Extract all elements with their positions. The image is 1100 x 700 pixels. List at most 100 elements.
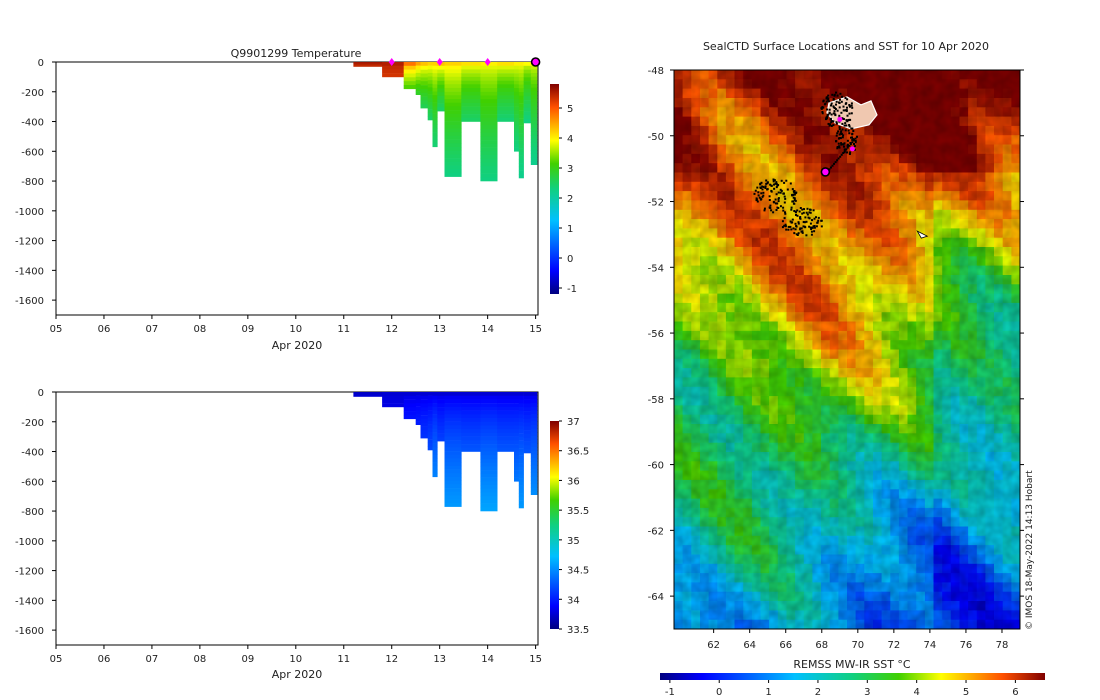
temperature-profile-cell [444,132,462,137]
track-point [838,133,841,136]
temperature-profile-cell [514,114,520,119]
salinity-profile-cell [432,454,438,459]
track-point [836,146,839,148]
temperature-profile-cell [420,73,428,78]
salinity-profile-cell [514,418,520,422]
track-point [762,194,765,197]
temperature-profile-cell [518,65,524,70]
track-point [799,217,801,220]
temperature-profile-cell [353,65,383,67]
track-point [791,194,794,197]
track-point [809,222,812,225]
track-point [828,168,831,171]
salinity-profile-cell [480,492,498,497]
temperature-profile-cell [427,83,433,88]
salinity-profile-cell [403,407,416,412]
track-point [845,124,848,127]
salinity-profile-cell [432,462,438,467]
temperature-profile-cell [461,80,481,85]
sst-map-y-tick-label: -54 [648,263,664,274]
temperature-profile-cell [444,110,462,115]
track-point [813,217,816,220]
temperature-profile-cell [437,99,445,104]
track-point [781,226,784,229]
salinity-y-tick-label: -1400 [15,596,44,607]
track-point [756,186,759,189]
track-point [757,191,760,194]
temperature-profile-cell [432,124,438,129]
salinity-profile-cell [523,407,532,412]
salinity-profile-cell [480,473,498,478]
track-point [846,146,849,149]
track-point [846,139,849,142]
temperature-profile-cell [480,169,498,174]
track-point [796,214,799,217]
salinity-profile-cell [518,489,524,494]
salinity-profile-cell [530,476,538,481]
temperature-profile-cell [480,88,498,92]
salinity-profile-cell [437,399,445,404]
temperature-profile-cell [523,88,532,93]
track-point [825,118,827,121]
temperature-profile-cell [530,69,538,74]
temperature-profile-cell [461,91,481,96]
salinity-profile-cell [437,407,445,412]
salinity-colorbar-tick-label: 35 [567,536,580,547]
temperature-profile-cell [420,104,428,109]
temperature-profile-cell [530,95,538,99]
temperature-profile-cell [461,95,481,100]
salinity-profile-cell [444,403,462,408]
track-point [792,196,795,199]
salinity-profile-cell [432,439,438,444]
salinity-profile-cell [382,395,404,400]
temperature-profile-cell [427,87,433,92]
track-point [830,125,833,127]
track-point [782,192,785,195]
temperature-profile-cell [518,69,524,74]
temperature-profile-cell [461,65,481,70]
salinity-profile-cell [518,470,524,475]
salinity-profile-cell [461,406,481,411]
salinity-profile-cell [523,449,532,454]
temperature-colorbar-tick-label: 5 [567,104,573,115]
sst-map-y-axis: -48 -50 -52 -54 -56 -58 -60 -62 -64 [648,66,1024,603]
salinity-profile-cell [444,406,462,411]
salinity-profile-cell [444,440,462,445]
temperature-profile-cell [514,121,520,126]
salinity-profile-cell [444,495,462,500]
track-point [840,143,843,146]
temperature-profile-cell [480,91,498,96]
salinity-profile-cell [523,422,532,427]
salinity-profile-cell [444,443,462,448]
temperature-profile-cell [480,173,498,178]
track-point [843,109,846,112]
track-point [853,148,856,151]
track-point [838,114,841,117]
track-point [826,114,829,117]
salinity-profile-cell [480,410,498,415]
temperature-profile-cell [530,128,538,132]
track-point [804,226,807,229]
salinity-profile-cell [427,424,433,429]
sst-map-y-tick-label: -62 [648,526,664,537]
temperature-profile-cell [432,139,438,144]
temperature-y-tick-label: -1400 [15,266,44,277]
salinity-profile-cell [415,406,421,411]
seal-track [753,91,929,239]
track-point [839,98,841,101]
track-point [774,182,777,185]
track-point [835,91,837,94]
track-point [849,118,852,121]
salinity-profile-cell [444,477,462,481]
salinity-profile-cell [461,399,481,404]
temperature-y-tick-label: -1600 [15,296,44,307]
temperature-profile-cell [518,125,524,130]
salinity-profile-cell [480,414,498,419]
salinity-profile-cell [514,473,520,478]
salinity-profile-cell [530,491,538,495]
track-point [779,205,782,208]
track-point [811,219,813,222]
temperature-profile-cell [432,128,438,133]
salinity-profile-cell [427,439,433,444]
salinity-profile-cell [480,429,498,434]
